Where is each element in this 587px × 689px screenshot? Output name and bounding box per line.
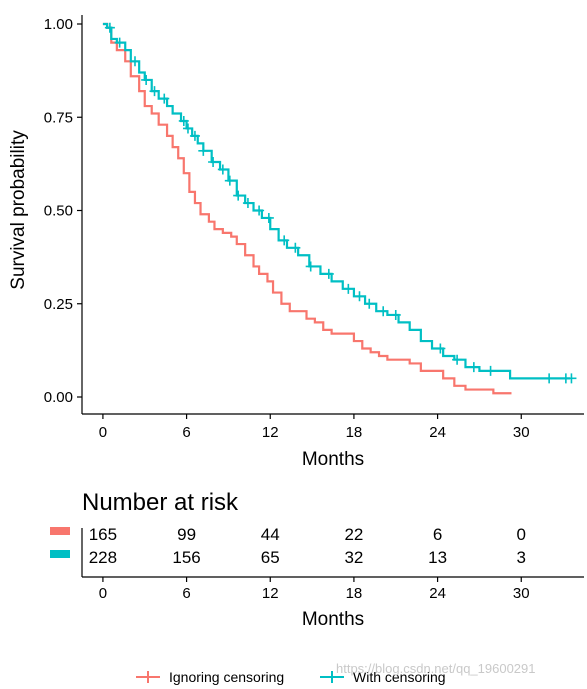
censor-mark-with-censoring: [149, 86, 160, 97]
censor-mark-with-censoring: [189, 130, 200, 141]
y-tick-group: 0.00 0.25 0.50 0.75 1.00: [44, 16, 82, 406]
legend-label-ignoring-censoring: Ignoring censoring: [169, 669, 284, 685]
watermark-text: https://blog.csdn.net/qq_19600291: [336, 661, 536, 676]
legend: Ignoring censoring With censoring: [136, 669, 446, 685]
x-tick-label: 12: [262, 424, 279, 441]
censor-mark-with-censoring: [178, 115, 189, 126]
censor-mark-with-censoring: [485, 365, 496, 376]
risk-row-key-with-censoring: [50, 550, 70, 558]
series-group: [102, 22, 577, 395]
risk-x-tick-label: 0: [99, 585, 107, 602]
risk-cell: 44: [261, 525, 280, 544]
censor-mark-with-censoring: [224, 175, 235, 186]
censor-mark-with-censoring: [468, 362, 479, 373]
risk-cell: 156: [172, 548, 200, 567]
y-tick-label: 0.00: [44, 389, 73, 406]
risk-x-tick-label: 24: [429, 585, 446, 602]
x-axis-label: Months: [302, 449, 364, 470]
censor-mark-with-censoring: [566, 373, 577, 384]
risk-table-x-axis-label: Months: [302, 609, 364, 630]
risk-x-tick-label: 30: [513, 585, 530, 602]
x-tick-label: 18: [346, 424, 363, 441]
legend-label-with-censoring: With censoring: [353, 669, 446, 685]
y-axis-label: Survival probability: [8, 130, 29, 290]
legend-item-with-censoring: With censoring: [320, 669, 446, 685]
risk-cell: 99: [177, 525, 196, 544]
censor-mark-with-censoring: [129, 56, 140, 67]
censor-mark-with-censoring: [323, 268, 334, 279]
risk-x-tick-label: 6: [182, 585, 190, 602]
censor-mark-with-censoring: [544, 373, 555, 384]
risk-cell: 65: [261, 548, 280, 567]
censor-mark-with-censoring: [354, 291, 365, 302]
censor-mark-with-censoring: [233, 190, 244, 201]
censor-mark-with-censoring: [254, 205, 265, 216]
x-tick-label: 30: [513, 424, 530, 441]
risk-rows: 165 99 44 22 6 0 228 156 65 32 13 3: [50, 525, 526, 567]
risk-cell: 3: [517, 548, 526, 567]
censor-mark-with-censoring: [217, 164, 228, 175]
risk-cell: 228: [89, 548, 117, 567]
y-tick-label: 0.50: [44, 203, 73, 220]
censor-mark-with-censoring: [114, 37, 125, 48]
x-tick-label: 6: [182, 424, 190, 441]
legend-item-ignoring-censoring: Ignoring censoring: [136, 669, 284, 685]
risk-cell: 165: [89, 525, 117, 544]
risk-x-tick-label: 18: [346, 585, 363, 602]
risk-cell: 6: [433, 525, 442, 544]
risk-cell: 32: [344, 548, 363, 567]
censor-mark-with-censoring: [279, 235, 290, 246]
censor-mark-with-censoring: [290, 242, 301, 253]
km-plot: 0.00 0.25 0.50 0.75 1.00 0 6 12 18 24 30 Months S…: [8, 15, 584, 470]
risk-cell: 13: [428, 548, 447, 567]
censor-mark-with-censoring: [159, 93, 170, 104]
x-tick-label: 0: [99, 424, 107, 441]
risk-table-title: Number at risk: [82, 489, 239, 516]
y-tick-label: 0.25: [44, 296, 73, 313]
censor-mark-with-censoring: [378, 306, 389, 317]
risk-row-key-ignoring-censoring: [50, 527, 70, 535]
censor-mark-with-censoring: [104, 22, 115, 33]
series-line-with-censoring: [102, 22, 571, 380]
censor-mark-with-censoring: [182, 123, 193, 134]
censor-mark-with-censoring: [435, 343, 446, 354]
censor-mark-with-censoring: [305, 261, 316, 272]
y-tick-label: 1.00: [44, 16, 73, 33]
series-line-ignoring-censoring: [102, 22, 512, 395]
censor-mark-with-censoring: [452, 354, 463, 365]
x-tick-label: 24: [429, 424, 446, 441]
x-tick-group: 0 6 12 18 24 30: [99, 414, 530, 441]
censor-mark-with-censoring: [141, 74, 152, 85]
censor-mark-with-censoring: [263, 212, 274, 223]
censor-mark-with-censoring: [390, 309, 401, 320]
censor-mark-with-censoring: [242, 198, 253, 209]
risk-cell: 0: [517, 525, 526, 544]
censor-mark-with-censoring: [198, 145, 209, 156]
risk-x-tick-group: 0 6 12 18 24 30: [99, 577, 530, 602]
risk-cell: 22: [344, 525, 363, 544]
risk-x-tick-label: 12: [262, 585, 279, 602]
censor-mark-with-censoring: [364, 298, 375, 309]
censor-mark-with-censoring: [343, 283, 354, 294]
censor-mark-with-censoring: [208, 157, 219, 168]
y-tick-label: 0.75: [44, 109, 73, 126]
